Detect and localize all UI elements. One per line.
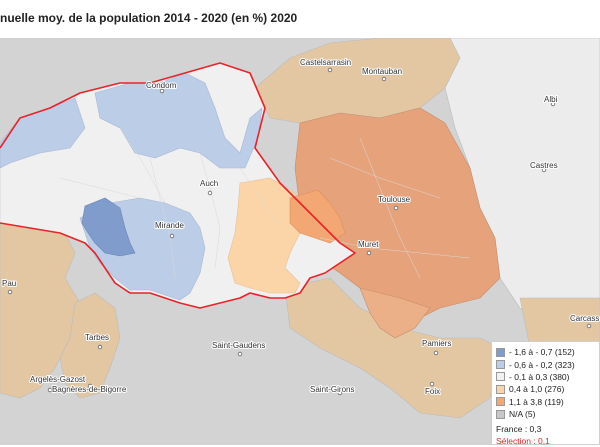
- legend-item[interactable]: - 0,1 à 0,3 (380): [496, 371, 599, 383]
- city-pamiers-label: Pamiers: [422, 339, 451, 348]
- map-legend: - 1,6 à - 0,7 (152) - 0,6 à - 0,2 (323) …: [491, 341, 600, 447]
- map-title: nuelle moy. de la population 2014 - 2020…: [0, 0, 600, 38]
- city-saint-girons-label: Saint-Girons: [310, 385, 354, 394]
- legend-swatch: [496, 360, 505, 370]
- city-foix[interactable]: Foix: [424, 381, 441, 397]
- legend-swatch: [496, 347, 505, 357]
- city-saint-gaudens-label: Saint-Gaudens: [212, 341, 265, 350]
- legend-item[interactable]: 1,1 à 3,8 (119): [496, 396, 599, 408]
- commune-boundaries: [59, 127, 471, 279]
- city-castres-label: Castres: [530, 161, 558, 170]
- legend-label: N/A (5): [509, 409, 536, 420]
- legend-selection-value: Sélection : 0,1: [496, 436, 550, 447]
- city-saint-gaudens[interactable]: Saint-Gaudens: [211, 340, 266, 357]
- legend-label: - 1,6 à - 0,7 (152): [509, 347, 575, 358]
- city-carcassonne[interactable]: Carcass: [569, 313, 600, 329]
- city-castres[interactable]: Castres: [529, 160, 559, 173]
- city-tarbes-label: Tarbes: [85, 333, 109, 342]
- city-argeles-gazost[interactable]: Argelès-Gazost: [29, 374, 93, 389]
- city-mirande[interactable]: Mirande: [154, 220, 185, 239]
- city-muret-label: Muret: [358, 240, 379, 249]
- city-pamiers[interactable]: Pamiers: [421, 338, 452, 356]
- city-condom-label: Condom: [146, 81, 177, 90]
- legend-item[interactable]: - 0,6 à - 0,2 (323): [496, 358, 599, 370]
- legend-swatch: [496, 372, 505, 382]
- city-argeles-gazost-label: Argelès-Gazost: [30, 375, 86, 384]
- city-condom[interactable]: Condom: [145, 80, 178, 94]
- legend-item[interactable]: - 1,6 à - 0,7 (152): [496, 346, 599, 358]
- city-albi[interactable]: Albi: [543, 94, 559, 107]
- city-montauban-label: Montauban: [362, 67, 402, 76]
- city-carcassonne-label: Carcass: [570, 314, 599, 323]
- city-bagneres-de-bigorre-label: Bagnères-de-Bigorre: [52, 385, 127, 394]
- city-albi-label: Albi: [544, 95, 558, 104]
- city-castelsarrasin[interactable]: Castelsarrasin: [299, 57, 352, 73]
- city-muret[interactable]: Muret: [357, 239, 380, 256]
- area-class1-west[interactable]: [81, 197, 136, 257]
- city-tarbes[interactable]: Tarbes: [84, 332, 110, 350]
- city-bagneres-de-bigorre[interactable]: Bagnères-de-Bigorre: [47, 384, 128, 395]
- area-condom[interactable]: [94, 72, 263, 169]
- city-montauban[interactable]: Montauban: [361, 66, 403, 82]
- area-tarbes-tan[interactable]: [59, 292, 121, 399]
- legend-france-value: France : 0,3: [496, 424, 542, 435]
- legend-label: 0,4 à 1,0 (276): [509, 384, 565, 395]
- legend-label: 1,1 à 3,8 (119): [509, 396, 564, 407]
- legend-label: - 0,6 à - 0,2 (323): [509, 359, 575, 370]
- city-castelsarrasin-label: Castelsarrasin: [300, 58, 351, 67]
- city-foix-label: Foix: [425, 387, 440, 396]
- legend-swatch: [496, 384, 505, 394]
- city-auch-label: Auch: [200, 179, 218, 188]
- city-pau[interactable]: Pau: [1, 278, 17, 295]
- legend-label: - 0,1 à 0,3 (380): [509, 371, 570, 382]
- area-class5-spot[interactable]: [289, 189, 346, 244]
- city-auch[interactable]: Auch: [199, 178, 219, 196]
- city-pau-label: Pau: [2, 279, 16, 288]
- city-toulouse[interactable]: Toulouse: [377, 194, 412, 211]
- legend-item[interactable]: 0,4 à 1,0 (276): [496, 383, 599, 395]
- legend-item[interactable]: N/A (5): [496, 408, 599, 420]
- city-toulouse-label: Toulouse: [378, 195, 411, 204]
- city-mirande-label: Mirande: [155, 221, 184, 230]
- choropleth-map[interactable]: Castelsarrasin Montauban Condom Albi Auc…: [0, 38, 600, 445]
- legend-swatch: [496, 409, 505, 419]
- legend-swatch: [496, 397, 505, 407]
- selection-border: [0, 62, 356, 309]
- area-muret[interactable]: [359, 287, 431, 339]
- city-saint-girons[interactable]: Saint-Girons: [309, 384, 355, 396]
